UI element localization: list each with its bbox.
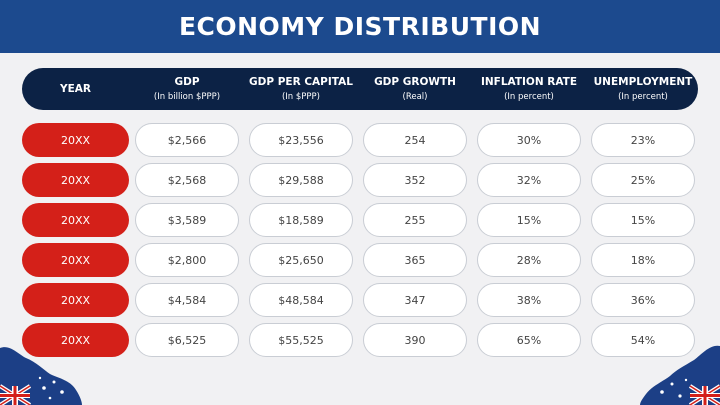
- inflation-rate-cell: 38%: [477, 283, 581, 317]
- title-bar: ECONOMY DISTRIBUTION: [0, 0, 720, 53]
- unemployment-cell: 15%: [591, 203, 695, 237]
- column-sublabel: (In billion $PPP): [153, 92, 221, 102]
- column-sublabel: (In percent): [618, 92, 668, 102]
- inflation-rate-cell: 32%: [477, 163, 581, 197]
- australia-map-flag-icon: [640, 345, 720, 405]
- gdp-growth-cell: 255: [363, 203, 467, 237]
- australia-map-flag-icon: [0, 347, 82, 405]
- column-label: GDP PER CAPITAL: [249, 76, 353, 88]
- column-header-unemployment: UNEMPLOYMENT (In percent): [591, 68, 695, 110]
- column-label: GDP GROWTH: [374, 76, 456, 88]
- inflation-rate-cell: 28%: [477, 243, 581, 277]
- gdp-per-capital-cell: $25,650: [249, 243, 353, 277]
- column-header-inflation-rate: INFLATION RATE (In percent): [477, 68, 581, 110]
- column-sublabel: (Real): [402, 92, 428, 102]
- gdp-cell: $2,566: [135, 123, 239, 157]
- unemployment-cell: 25%: [591, 163, 695, 197]
- gdp-growth-cell: 254: [363, 123, 467, 157]
- inflation-rate-cell: 65%: [477, 323, 581, 357]
- year-cell: 20XX: [22, 163, 129, 197]
- gdp-cell: $2,800: [135, 243, 239, 277]
- column-header-year: YEAR: [22, 68, 129, 110]
- gdp-per-capital-cell: $29,588: [249, 163, 353, 197]
- column-label: UNEMPLOYMENT: [593, 76, 693, 88]
- year-cell: 20XX: [22, 283, 129, 317]
- unemployment-cell: 36%: [591, 283, 695, 317]
- page-title: ECONOMY DISTRIBUTION: [178, 12, 542, 41]
- inflation-rate-cell: 15%: [477, 203, 581, 237]
- gdp-growth-cell: 390: [363, 323, 467, 357]
- gdp-growth-cell: 347: [363, 283, 467, 317]
- gdp-growth-cell: 365: [363, 243, 467, 277]
- gdp-cell: $2,568: [135, 163, 239, 197]
- gdp-cell: $3,589: [135, 203, 239, 237]
- column-header-gdp: GDP (In billion $PPP): [135, 68, 239, 110]
- gdp-per-capital-cell: $48,584: [249, 283, 353, 317]
- table-header: YEAR GDP (In billion $PPP) GDP PER CAPIT…: [22, 68, 698, 110]
- gdp-per-capital-cell: $23,556: [249, 123, 353, 157]
- column-label: YEAR: [60, 83, 91, 95]
- gdp-cell: $4,584: [135, 283, 239, 317]
- year-cell: 20XX: [22, 323, 129, 357]
- column-label: INFLATION RATE: [480, 76, 578, 88]
- inflation-rate-cell: 30%: [477, 123, 581, 157]
- year-cell: 20XX: [22, 123, 129, 157]
- year-cell: 20XX: [22, 203, 129, 237]
- column-header-gdp-per-capital: GDP PER CAPITAL (In $PPP): [249, 68, 353, 110]
- column-label: GDP: [174, 76, 200, 88]
- year-cell: 20XX: [22, 243, 129, 277]
- column-header-gdp-growth: GDP GROWTH (Real): [363, 68, 467, 110]
- unemployment-cell: 18%: [591, 243, 695, 277]
- unemployment-cell: 23%: [591, 123, 695, 157]
- unemployment-cell: 54%: [591, 323, 695, 357]
- gdp-cell: $6,525: [135, 323, 239, 357]
- gdp-per-capital-cell: $55,525: [249, 323, 353, 357]
- gdp-growth-cell: 352: [363, 163, 467, 197]
- column-sublabel: (In $PPP): [281, 92, 320, 102]
- gdp-per-capital-cell: $18,589: [249, 203, 353, 237]
- column-sublabel: (In percent): [504, 92, 554, 102]
